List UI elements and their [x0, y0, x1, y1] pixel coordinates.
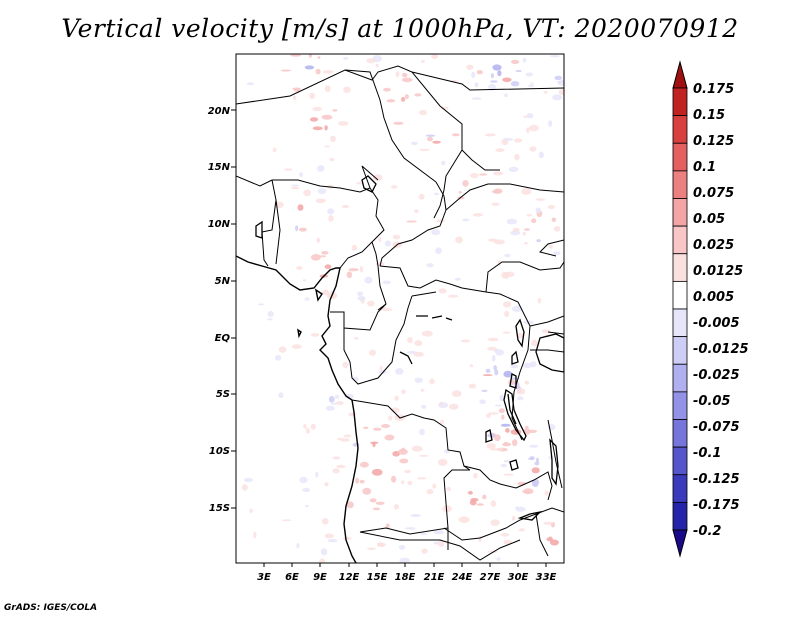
colorbar-label-12: -0.05 [693, 394, 730, 409]
colorbar-label-14: -0.1 [693, 446, 721, 461]
lon-label-18e: 18E [395, 572, 416, 583]
lon-label-27e: 27E [480, 572, 501, 583]
colorbar-label-2: 0.125 [693, 134, 734, 149]
colorbar-label-4: 0.075 [693, 186, 734, 201]
colorbar: 0.175 0.15 0.125 0.1 0.075 0.05 0.025 0.… [672, 60, 749, 558]
chart-title: Vertical velocity [m/s] at 1000hPa, VT: … [61, 14, 739, 43]
lon-label-30e: 30E [508, 572, 529, 583]
lon-label-12e: 12E [339, 572, 360, 583]
lat-label-15s: 15S [209, 503, 230, 514]
lon-label-9e: 9E [313, 572, 327, 583]
colorbar-cell [672, 280, 688, 310]
colorbar-cell [672, 336, 688, 365]
lat-label-eq: EQ [215, 333, 231, 344]
colorbar-label-16: -0.175 [693, 498, 740, 513]
lon-label-3e: 3E [257, 572, 271, 583]
colorbar-label-5: 0.05 [693, 212, 725, 227]
colorbar-labels: 0.175 0.15 0.125 0.1 0.075 0.05 0.025 0.… [693, 82, 749, 539]
lon-label-24e: 24E [452, 572, 473, 583]
lon-label-15e: 15E [367, 572, 388, 583]
colorbar-cell [672, 474, 688, 503]
colorbar-label-17: -0.2 [693, 524, 721, 539]
colorbar-label-0: 0.175 [693, 82, 734, 97]
colorbar-cell [672, 446, 688, 476]
colorbar-cell [672, 87, 688, 117]
colorbar-label-15: -0.125 [693, 472, 740, 487]
colorbar-cell [672, 308, 688, 338]
lat-label-20n: 20N [208, 106, 231, 117]
map-panel [235, 53, 565, 564]
colorbar-bottom-tip [672, 529, 688, 558]
colorbar-label-10: -0.0125 [693, 342, 749, 357]
colorbar-label-1: 0.15 [693, 108, 725, 123]
colorbar-cell [672, 363, 688, 393]
longitude-axis: 3E 6E 9E 12E 15E 18E 21E 24E 27E 30E 33E [257, 563, 557, 583]
colorbar-cell [672, 419, 688, 448]
lakes [255, 175, 564, 521]
lat-label-5n: 5N [215, 276, 231, 287]
colorbar-label-3: 0.1 [693, 160, 716, 175]
colorbar-cell [672, 142, 688, 172]
latitude-axis: 20N 15N 10N 5N EQ 5S 10S 15S [208, 106, 236, 514]
coastline [236, 255, 359, 563]
colorbar-label-9: -0.005 [693, 316, 740, 331]
lat-label-10s: 10S [209, 446, 230, 457]
colorbar-cell [672, 225, 688, 255]
colorbar-cell [672, 198, 688, 227]
grads-credit: GrADS: IGES/COLA [4, 603, 98, 613]
colorbar-label-13: -0.075 [693, 420, 740, 435]
lon-label-6e: 6E [285, 572, 299, 583]
colorbar-cell [672, 253, 688, 282]
colorbar-cell [672, 391, 688, 420]
lat-label-10n: 10N [208, 219, 231, 230]
colorbar-label-11: -0.025 [693, 368, 740, 383]
colorbar-label-8: 0.005 [693, 290, 734, 305]
lon-label-21e: 21E [424, 572, 445, 583]
colorbar-cells [672, 87, 688, 531]
colorbar-cell [672, 170, 688, 199]
colorbar-label-7: 0.0125 [693, 264, 743, 279]
colorbar-top-tip [672, 60, 688, 89]
lat-label-5s: 5S [216, 389, 230, 400]
lat-label-15n: 15N [208, 162, 231, 173]
lon-label-33e: 33E [536, 572, 557, 583]
colorbar-cell [672, 501, 688, 531]
colorbar-cell [672, 115, 688, 144]
colorbar-label-6: 0.025 [693, 238, 734, 253]
